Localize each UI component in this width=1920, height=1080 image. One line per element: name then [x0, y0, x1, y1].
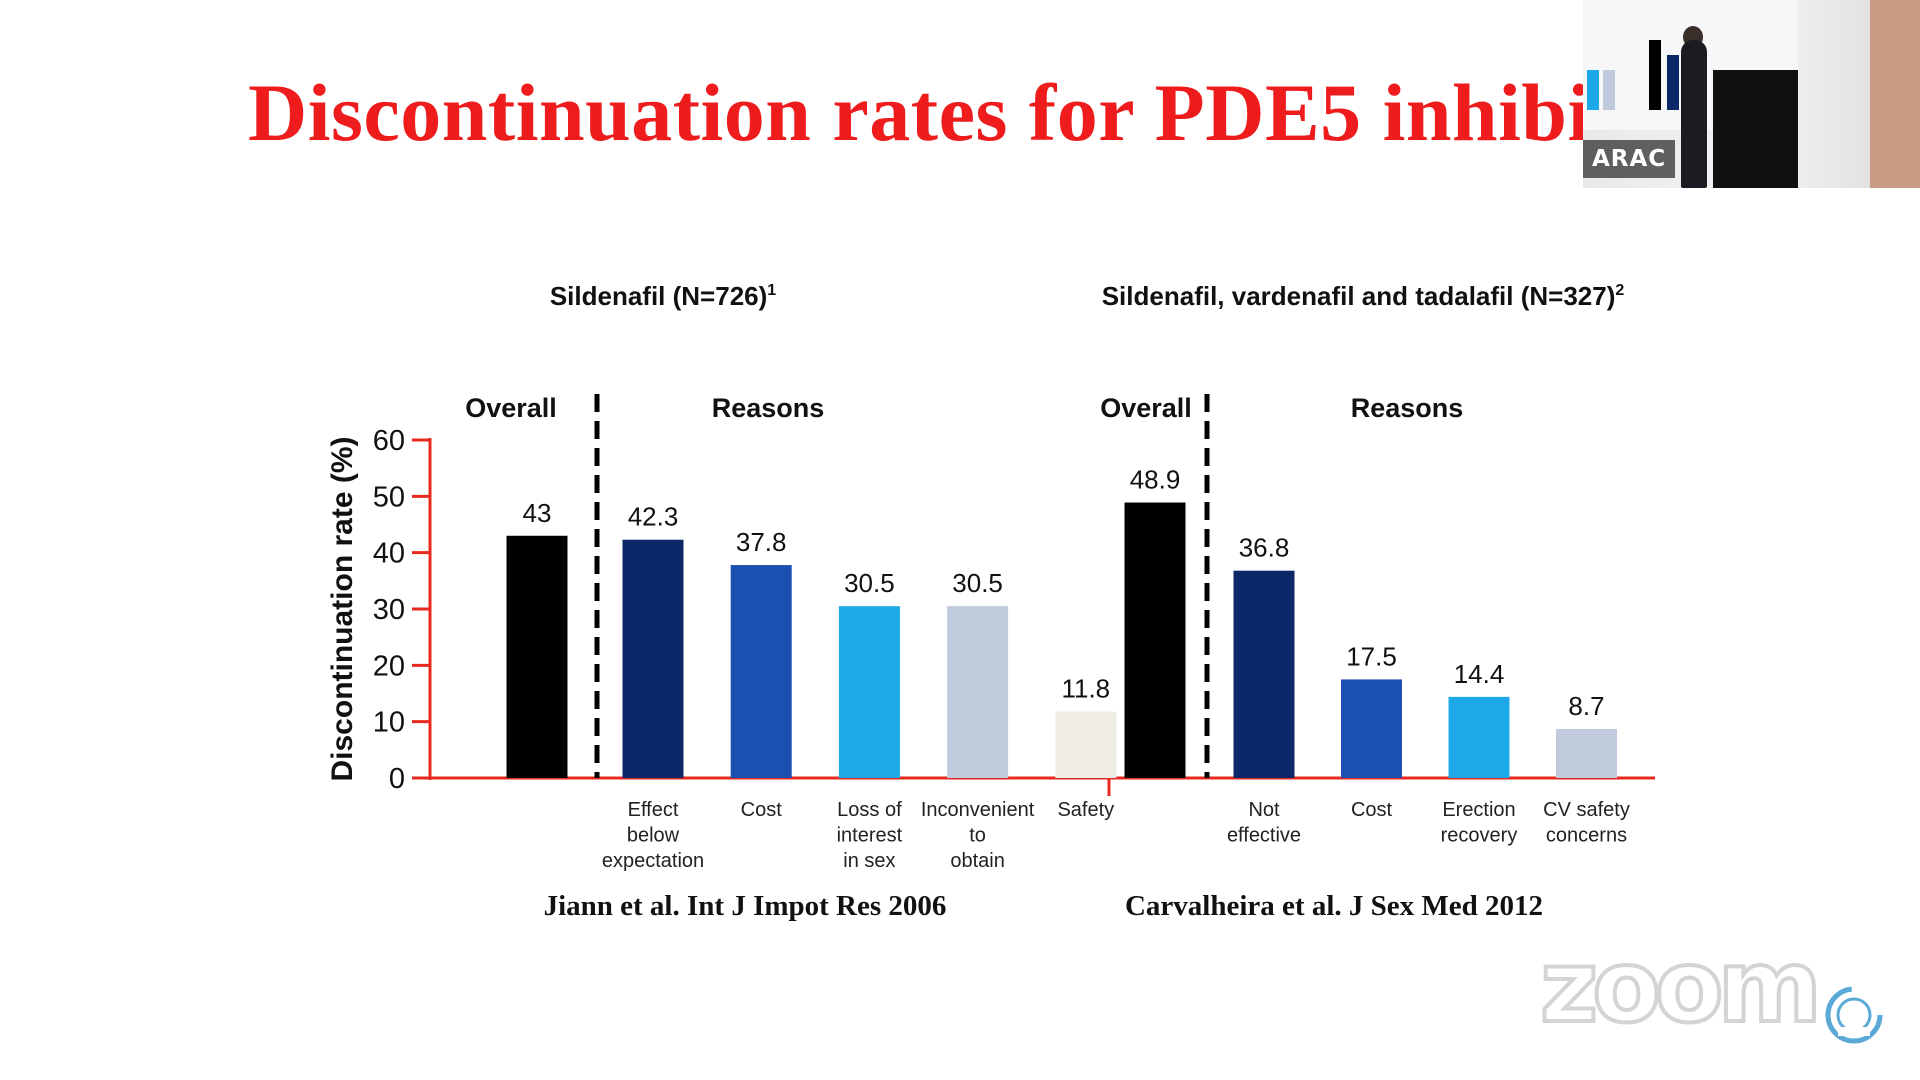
- x-category-label: Effect below expectation: [602, 799, 704, 872]
- speaker-video-thumbnail[interactable]: ARAC: [1583, 0, 1920, 188]
- bar-value-label: 43: [523, 498, 552, 528]
- preview-bar: [1649, 40, 1661, 110]
- preview-bar: [1587, 70, 1599, 110]
- bar-value-label: 37.8: [736, 527, 787, 557]
- group-label-reasons: Reasons: [1351, 393, 1464, 423]
- esmh-logo-icon: [1825, 986, 1883, 1044]
- group-label-overall: Overall: [465, 393, 557, 423]
- x-category-label: Safety: [1057, 799, 1114, 821]
- x-category-label: CV safety concerns: [1543, 799, 1630, 847]
- bar-value-label: 8.7: [1568, 691, 1604, 721]
- bar-overall: [506, 535, 568, 778]
- y-tick-label: 30: [373, 594, 405, 626]
- bar-reason: [947, 606, 1009, 778]
- group-label-overall: Overall: [1100, 393, 1192, 423]
- x-category-label: Erection recovery: [1441, 799, 1518, 847]
- y-axis-label: Discontinuation rate (%): [326, 436, 359, 781]
- bar-reason: [838, 606, 900, 778]
- bar-value-label: 36.8: [1239, 533, 1290, 563]
- y-tick-label: 50: [373, 481, 405, 513]
- bar-value-label: 11.8: [1061, 674, 1110, 704]
- bar-reason: [730, 565, 792, 778]
- preview-bar: [1667, 55, 1679, 110]
- y-tick-label: 40: [373, 538, 405, 570]
- bar-value-label: 14.4: [1454, 659, 1505, 689]
- group-label-reasons: Reasons: [712, 393, 825, 423]
- y-tick-label: 0: [389, 763, 405, 795]
- bar-overall: [1124, 502, 1186, 778]
- bar-reason: [1448, 696, 1510, 778]
- y-tick-label: 10: [373, 707, 405, 739]
- bar-reason: [1233, 570, 1295, 778]
- podium: [1713, 70, 1798, 188]
- stage-wall: [1870, 0, 1920, 188]
- x-category-label: Cost: [1351, 799, 1393, 821]
- y-tick-label: 20: [373, 650, 405, 682]
- x-category-label: Inconvenient to obtain: [921, 799, 1035, 872]
- panel-title: Sildenafil, vardenafil and tadalafil (N=…: [1102, 281, 1625, 311]
- bar-reason: [1055, 711, 1117, 778]
- bar-value-label: 42.3: [628, 502, 679, 532]
- bar-value-label: 48.9: [1130, 465, 1181, 495]
- participant-name-tag: ARAC: [1583, 140, 1676, 178]
- preview-bar: [1603, 70, 1615, 110]
- x-category-label: Cost: [741, 799, 783, 821]
- bar-reason: [1556, 728, 1617, 778]
- panel-title: Sildenafil (N=726)1: [550, 281, 776, 311]
- y-tick-label: 60: [373, 425, 405, 457]
- bar-value-label: 30.5: [844, 568, 895, 598]
- zoom-watermark: zoom: [1538, 926, 1824, 1047]
- x-category-label: Loss of interest in sex: [837, 799, 903, 872]
- bar-reason: [622, 539, 684, 778]
- bar-reason: [1341, 679, 1402, 778]
- citation: Jiann et al. Int J Impot Res 2006: [544, 890, 947, 922]
- speaker-figure: [1681, 40, 1707, 188]
- x-category-label: Not effective: [1227, 799, 1301, 847]
- bar-value-label: 30.5: [952, 568, 1003, 598]
- bar-value-label: 17.5: [1346, 641, 1397, 671]
- slide-title: Discontinuation rates for PDE5 inhibito: [248, 67, 1661, 158]
- citation: Carvalheira et al. J Sex Med 2012: [1125, 890, 1543, 922]
